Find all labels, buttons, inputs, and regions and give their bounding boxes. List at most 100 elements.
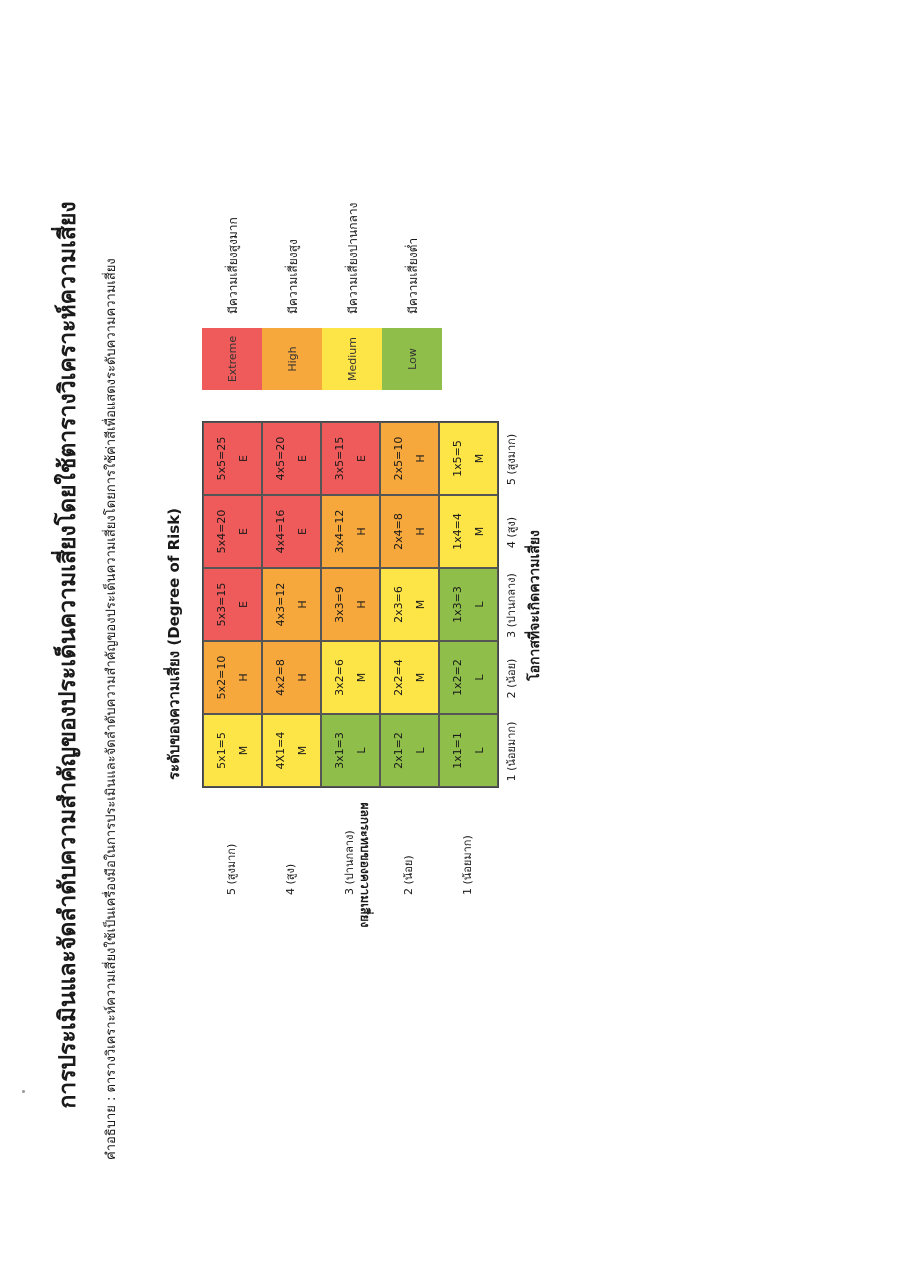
risk-cell-level: H [236,673,250,682]
risk-cell-calc: 4x4=16 [273,509,287,554]
risk-cell-level: L [472,601,486,608]
risk-cell-calc: 4X1=4 [273,731,287,770]
risk-cell-calc: 4x5=20 [273,436,287,481]
risk-cell-level: E [295,528,309,535]
legend-item: High มีความเสี่ยงสูง [262,150,322,390]
risk-cell: 1x2=2 L [439,641,498,714]
risk-cell: 4x4=16 E [262,495,321,568]
risk-cell-level: M [472,526,486,537]
risk-cell-calc: 5x5=25 [214,436,228,481]
risk-cell-calc: 3x4=12 [332,509,346,554]
risk-cell-level: H [295,600,309,609]
risk-cell-calc: 2x5=10 [391,436,405,481]
risk-cell-calc: 3x2=6 [332,659,346,696]
risk-cell: 1x5=5 M [439,422,498,495]
risk-cell: 4x3=12 H [262,568,321,641]
risk-cell-level: H [354,600,368,609]
risk-cell: 5x3=15 E [203,568,262,641]
risk-cell-level: M [236,745,250,756]
risk-cell-calc: 1x2=2 [450,659,464,696]
legend-swatch: High [262,328,322,390]
risk-cell-calc: 2x1=2 [391,732,405,769]
risk-cell-level: M [472,453,486,464]
risk-cell-calc: 1x4=4 [450,513,464,550]
risk-cell-level: E [236,528,250,535]
risk-cell-level: E [236,601,250,608]
risk-matrix: 5x1=5 M 5x2=10 H 5x3=15 E 5x4=20 E 5x5=25 E 4X1=4 M… [202,421,499,788]
risk-cell-calc: 5x2=10 [214,655,228,700]
document-page: การประเมินและจัดลำดับความสำคัญของประเด็น… [50,150,590,1160]
risk-cell-calc: 1x3=3 [450,586,464,623]
risk-cell-calc: 2x3=6 [391,586,405,623]
risk-cell-level: H [295,673,309,682]
risk-cell-level: L [354,747,368,754]
risk-cell: 2x3=6 M [380,568,439,641]
risk-cell-level: L [472,747,486,754]
legend-description: มีความเสี่ยงสูง [286,239,300,314]
risk-cell-level: H [354,527,368,536]
risk-cell-level: H [413,527,427,536]
risk-cell-calc: 1x5=5 [450,440,464,477]
risk-cell-level: H [413,454,427,463]
risk-cell-calc: 5x3=15 [214,582,228,627]
risk-cell: 3x2=6 M [321,641,380,714]
legend-description: มีความเสี่ยงสูงมาก [226,217,240,314]
risk-cell: 5x2=10 H [203,641,262,714]
risk-cell-level: M [413,672,427,683]
risk-cell: 2x4=8 H [380,495,439,568]
impact-label: 4 (สูง) [284,863,297,895]
page-title: การประเมินและจัดลำดับความสำคัญของประเด็น… [55,201,81,1109]
likelihood-label: 5 (สูงมาก) [505,433,518,486]
legend-item: Low มีความเสี่ยงต่ำ [382,150,442,390]
risk-cell-level: M [354,672,368,683]
risk-cell-calc: 4x2=8 [273,659,287,696]
risk-cell-calc: 3x1=3 [332,732,346,769]
risk-cell-level: L [413,747,427,754]
likelihood-label: 2 (น้อย) [505,658,518,699]
risk-cell: 1x1=1 L [439,714,498,787]
risk-cell: 4x2=8 H [262,641,321,714]
risk-cell: 4X1=4 M [262,714,321,787]
risk-cell: 3x3=9 H [321,568,380,641]
legend-swatch: Medium [322,328,382,390]
risk-cell-level: E [236,455,250,462]
risk-cell: 3x4=12 H [321,495,380,568]
risk-cell-level: M [413,599,427,610]
risk-cell: 2x2=4 M [380,641,439,714]
risk-cell-calc: 3x3=9 [332,586,346,623]
likelihood-label: 1 (น้อยมาก) [505,721,518,782]
risk-cell-level: M [295,745,309,756]
matrix-title: ระดับของความเสี่ยง (Degree of Risk) [165,507,183,780]
impact-label: 1 (น้อยมาก) [461,835,474,895]
risk-cell: 1x3=3 L [439,568,498,641]
risk-cell-level: E [295,455,309,462]
impact-label: 5 (สูงมาก) [225,843,238,895]
risk-cell-calc: 5x4=20 [214,509,228,554]
legend-item: Extreme มีความเสี่ยงสูงมาก [202,150,262,390]
risk-cell-calc: 3x5=15 [332,436,346,481]
risk-cell-level: L [472,674,486,681]
risk-cell-calc: 5x1=5 [214,732,228,769]
legend-item: Medium มีความเสี่ยงปานกลาง [322,150,382,390]
risk-cell-calc: 4x3=12 [273,582,287,627]
risk-cell: 3x5=15 E [321,422,380,495]
risk-cell: 5x5=25 E [203,422,262,495]
risk-cell-calc: 1x1=1 [450,732,464,769]
x-axis-label: โอกาสที่จะเกิดความเสี่ยง [527,530,543,681]
risk-cell: 5x4=20 E [203,495,262,568]
legend-swatch: Low [382,328,442,390]
risk-cell: 2x1=2 L [380,714,439,787]
scan-speck [22,1090,25,1093]
legend-swatch: Extreme [202,328,262,390]
legend-description: มีความเสี่ยงต่ำ [406,237,420,314]
likelihood-label: 4 (สูง) [505,516,518,549]
risk-cell: 1x4=4 M [439,495,498,568]
risk-cell-calc: 2x2=4 [391,659,405,696]
legend-description: มีความเสี่ยงปานกลาง [346,202,360,314]
risk-cell: 5x1=5 M [203,714,262,787]
description-text: คำอธิบาย : ตารางวิเคราะห์ความเสี่ยงใช้เป… [104,258,119,1160]
risk-cell: 4x5=20 E [262,422,321,495]
risk-cell: 2x5=10 H [380,422,439,495]
risk-cell-level: E [354,455,368,462]
likelihood-label: 3 (ปานกลาง) [505,573,518,638]
